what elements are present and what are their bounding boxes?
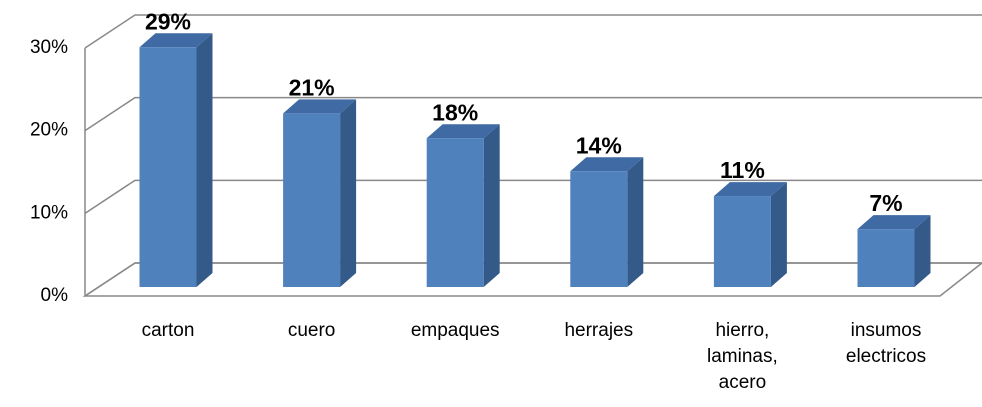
grid-line (84, 14, 982, 49)
bar-side (914, 215, 931, 287)
x-tick-label: hierro, laminas, acero (707, 320, 778, 393)
data-label: 14% (576, 132, 622, 158)
bar-top (713, 182, 787, 197)
x-tick-label: empaques (410, 320, 500, 341)
bar (426, 138, 484, 287)
grid-line (84, 262, 982, 297)
x-tick-label: herrajes (564, 320, 634, 341)
grid-line (84, 96, 982, 132)
data-label: 18% (432, 99, 478, 125)
grid-line (84, 179, 982, 214)
bar-top (139, 33, 213, 48)
y-tick-label: 10% (30, 202, 68, 223)
y-tick-label: 0% (41, 285, 69, 306)
bar-side (340, 99, 357, 288)
data-label: 21% (289, 74, 335, 100)
bar (283, 113, 341, 288)
bar-side (483, 124, 500, 287)
bar-side (770, 182, 787, 287)
bar-top (426, 124, 500, 139)
bar-side (196, 33, 213, 288)
bar (713, 196, 771, 287)
bar-side (627, 157, 644, 287)
x-tick-label: insumos electricos (845, 320, 927, 367)
data-label: 7% (869, 190, 902, 216)
bar (570, 171, 628, 287)
x-tick-label: cuero (287, 320, 336, 341)
bar-top (570, 157, 644, 172)
x-tick-label: carton (141, 320, 195, 341)
data-label: 29% (145, 8, 191, 34)
bar-top (857, 215, 931, 230)
y-tick-label: 30% (30, 37, 68, 58)
bar (857, 229, 915, 287)
data-label: 11% (720, 157, 765, 183)
y-tick-label: 20% (30, 120, 68, 141)
floor (82, 262, 982, 297)
bar (139, 47, 197, 288)
bar-top (283, 99, 357, 114)
